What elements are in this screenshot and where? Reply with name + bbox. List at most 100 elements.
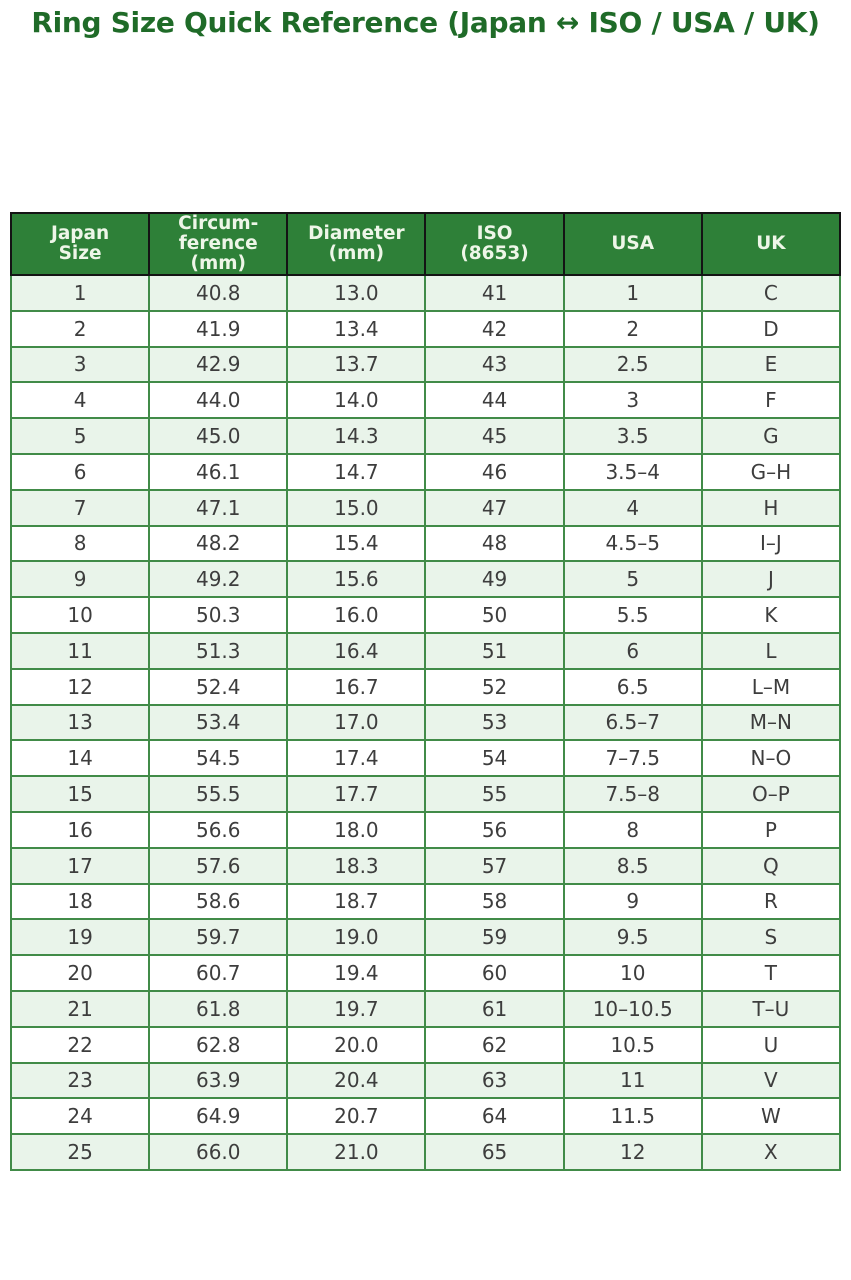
table-row: 16 56.6 18.0 56 8 P (9, 810, 842, 849)
table-cell: 20.0 (286, 1025, 427, 1064)
table-cell: 47.1 (148, 488, 289, 527)
table-cell: 51 (424, 631, 565, 670)
table-cell: 9 (562, 882, 703, 921)
table-cell: 7.5–8 (562, 775, 703, 813)
table-cell: 21 (9, 989, 151, 1028)
table-cell: 16.0 (286, 596, 427, 634)
table-cell: 44 (424, 381, 565, 420)
table-cell: 9 (9, 560, 151, 599)
table-cell: 5.5 (562, 596, 703, 634)
table-cell: 23 (9, 1061, 151, 1100)
table-row: 12 52.4 16.7 52 6.5 L–M (9, 667, 842, 706)
table-cell: 15.0 (286, 488, 427, 527)
table-cell: 10 (562, 954, 703, 992)
table-row: 19 59.7 19.0 59 9.5 S (9, 918, 842, 957)
table-cell: 8.5 (562, 846, 703, 885)
table-cell: 7 (9, 488, 151, 527)
table-cell: 8 (562, 810, 703, 849)
table-cell: G (700, 417, 842, 455)
table-cell: 46 (424, 452, 565, 491)
table-cell: 4 (9, 381, 151, 420)
table-cell: 20.4 (286, 1061, 427, 1100)
table-cell: 42 (424, 309, 565, 348)
table-cell: 59 (424, 918, 565, 957)
table-cell: 19 (9, 918, 151, 957)
table-cell: 3.5–4 (562, 452, 703, 491)
table-cell: 62 (424, 1025, 565, 1064)
table-cell: 54.5 (148, 739, 289, 778)
table-cell: 4.5–5 (562, 524, 703, 563)
table-cell: 14.7 (286, 452, 427, 491)
column-header-circumference-mm: Circum-ference (mm) (148, 212, 289, 276)
table-cell: W (700, 1097, 842, 1136)
table-cell: 58 (424, 882, 565, 921)
table-row: 14 54.5 17.4 54 7–7.5 N–O (9, 739, 842, 778)
table-cell: 7–7.5 (562, 739, 703, 778)
table-cell: 20.7 (286, 1097, 427, 1136)
table-cell: 55.5 (148, 775, 289, 813)
table-cell: 45 (424, 417, 565, 455)
table-cell: 49.2 (148, 560, 289, 599)
table-cell: Q (700, 846, 842, 885)
table-cell: 3.5 (562, 417, 703, 455)
table-cell: 46.1 (148, 452, 289, 491)
table-cell: 2.5 (562, 345, 703, 384)
table-cell: 50.3 (148, 596, 289, 634)
table-cell: 61.8 (148, 989, 289, 1028)
table-row: 20 60.7 19.4 60 10 T (9, 954, 842, 992)
table-cell: 44.0 (148, 381, 289, 420)
table-cell: 60.7 (148, 954, 289, 992)
table-cell: 10–10.5 (562, 989, 703, 1028)
table-cell: I–J (700, 524, 842, 563)
table-cell: 63 (424, 1061, 565, 1100)
column-header-uk: UK (700, 212, 842, 276)
table-cell: 3 (562, 381, 703, 420)
table-cell: 1 (562, 274, 703, 312)
table-cell: 22 (9, 1025, 151, 1064)
table-cell: 56.6 (148, 810, 289, 849)
table-row: 18 58.6 18.7 58 9 R (9, 882, 842, 921)
table-cell: 16.7 (286, 667, 427, 706)
table-cell: 64.9 (148, 1097, 289, 1136)
table-cell: 62.8 (148, 1025, 289, 1064)
table-cell: E (700, 345, 842, 384)
table-cell: 53.4 (148, 703, 289, 742)
table-cell: 49 (424, 560, 565, 599)
table-cell: H (700, 488, 842, 527)
table-cell: 42.9 (148, 345, 289, 384)
table-cell: 60 (424, 954, 565, 992)
table-cell: R (700, 882, 842, 921)
table-cell: 6 (9, 452, 151, 491)
table-cell: 11.5 (562, 1097, 703, 1136)
table-cell: 24 (9, 1097, 151, 1136)
table-cell: C (700, 274, 842, 312)
table-cell: N–O (700, 739, 842, 778)
table-cell: J (700, 560, 842, 599)
table-cell: 59.7 (148, 918, 289, 957)
table-cell: O–P (700, 775, 842, 813)
table-row: 3 42.9 13.7 43 2.5 E (9, 345, 842, 384)
table-row: 11 51.3 16.4 51 6 L (9, 631, 842, 670)
table-cell: 65 (424, 1133, 565, 1171)
table-row: 22 62.8 20.0 62 10.5 U (9, 1025, 842, 1064)
table-cell: 12 (9, 667, 151, 706)
page-title: Ring Size Quick Reference (Japan ↔ ISO /… (31, 6, 820, 39)
table-cell: 17.4 (286, 739, 427, 778)
table-cell: 9.5 (562, 918, 703, 957)
table-cell: 56 (424, 810, 565, 849)
table-cell: 18 (9, 882, 151, 921)
table-cell: 15.4 (286, 524, 427, 563)
table-cell: 10 (9, 596, 151, 634)
table-cell: 63.9 (148, 1061, 289, 1100)
table-cell: 51.3 (148, 631, 289, 670)
table-row: 17 57.6 18.3 57 8.5 Q (9, 846, 842, 885)
table-cell: F (700, 381, 842, 420)
table-cell: 14.0 (286, 381, 427, 420)
table-row: 1 40.8 13.0 41 1 C (9, 274, 842, 312)
table-cell: 3 (9, 345, 151, 384)
table-cell: 1 (9, 274, 151, 312)
table-row: 5 45.0 14.3 45 3.5 G (9, 417, 842, 455)
table-cell: L–M (700, 667, 842, 706)
table-cell: 25 (9, 1133, 151, 1171)
table-row: 13 53.4 17.0 53 6.5–7 M–N (9, 703, 842, 742)
